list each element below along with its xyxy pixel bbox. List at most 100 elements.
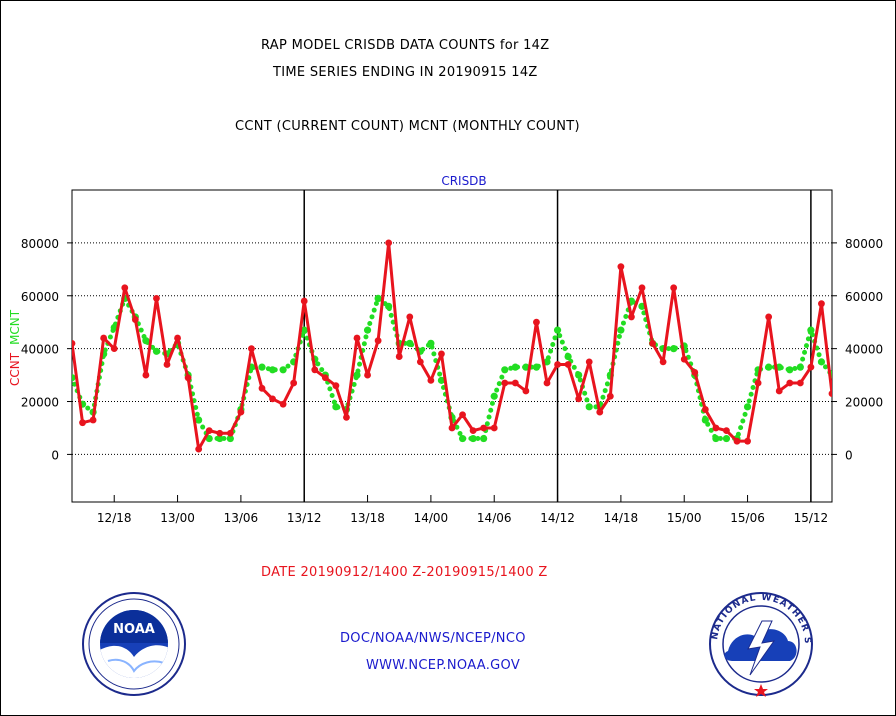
mcnt-point bbox=[701, 416, 709, 424]
chart-title-line1: RAP MODEL CRISDB DATA COUNTS for 14Z bbox=[261, 38, 550, 53]
x-tick-label: 13/00 bbox=[160, 511, 195, 525]
ccnt-point bbox=[110, 345, 118, 353]
ccnt-point bbox=[469, 427, 477, 435]
mcnt-point bbox=[216, 434, 224, 443]
ccnt-point bbox=[490, 424, 498, 432]
ccnt-point bbox=[290, 379, 298, 387]
chart-series-title: CRISDB bbox=[441, 174, 486, 188]
mcnt-point bbox=[72, 374, 76, 382]
chart-subtitle: CCNT (CURRENT COUNT) MCNT (MONTHLY COUNT… bbox=[235, 119, 580, 134]
mcnt-point bbox=[480, 434, 488, 443]
ccnt-point bbox=[72, 339, 76, 347]
ccnt-point bbox=[311, 366, 319, 374]
mcnt-point bbox=[427, 339, 435, 347]
y-axis-label: CCNT MCNT bbox=[8, 309, 22, 386]
website-link[interactable]: WWW.NCEP.NOAA.GOV bbox=[366, 658, 521, 673]
mcnt-point bbox=[501, 366, 509, 374]
mcnt-point bbox=[406, 339, 414, 347]
x-tick-label: 14/00 bbox=[414, 511, 449, 525]
ccnt-point bbox=[511, 379, 519, 387]
mcnt-point bbox=[722, 434, 731, 443]
y-tick-label-right: 60000 bbox=[845, 290, 883, 304]
ccnt-point bbox=[691, 369, 699, 376]
ccnt-point bbox=[533, 318, 540, 326]
mcnt-point bbox=[268, 366, 277, 374]
ccnt-point bbox=[142, 371, 150, 379]
y-tick-label-left: 0 bbox=[51, 448, 59, 462]
ccnt-point bbox=[554, 361, 561, 368]
ccnt-axis-label: CCNT bbox=[8, 352, 22, 386]
ccnt-point bbox=[606, 392, 614, 400]
chart-title-line2: TIME SERIES ENDING IN 20190915 14Z bbox=[273, 65, 538, 80]
mcnt-point bbox=[765, 363, 773, 371]
mcnt-point bbox=[553, 326, 562, 334]
ccnt-point bbox=[332, 382, 340, 390]
ccnt-point bbox=[374, 337, 382, 345]
ccnt-point bbox=[670, 284, 678, 292]
nws-logo: NATIONAL WEATHER SERVICE bbox=[704, 591, 813, 697]
ccnt-point bbox=[733, 437, 741, 445]
ccnt-point bbox=[596, 408, 604, 416]
mcnt-point bbox=[617, 326, 625, 334]
ccnt-point bbox=[269, 395, 276, 403]
mcnt-point bbox=[374, 294, 382, 303]
ccnt-point bbox=[163, 361, 171, 368]
ccnt-point bbox=[258, 384, 266, 392]
ccnt-point bbox=[438, 350, 445, 358]
ccnt-point bbox=[343, 413, 350, 421]
ccnt-series-line bbox=[72, 241, 832, 451]
y-tick-label-left: 80000 bbox=[21, 237, 59, 251]
mcnt-point bbox=[300, 326, 308, 334]
series bbox=[72, 239, 832, 453]
mcnt-point bbox=[543, 358, 551, 366]
x-tick-label: 14/18 bbox=[604, 511, 639, 525]
ccnt-point bbox=[807, 363, 815, 371]
mcnt-point bbox=[522, 363, 530, 371]
x-tick-label: 14/06 bbox=[477, 511, 512, 525]
ccnt-point bbox=[406, 313, 414, 321]
mcnt-point bbox=[458, 434, 467, 443]
ccnt-point bbox=[680, 355, 688, 363]
ccnt-point bbox=[775, 387, 783, 395]
mcnt-point bbox=[807, 326, 815, 334]
x-tick-label: 12/18 bbox=[97, 511, 132, 525]
ccnt-point bbox=[501, 379, 509, 387]
ccnt-point bbox=[543, 379, 551, 387]
y-tick-label-left: 60000 bbox=[21, 290, 59, 304]
axis-labels: 0 0 20000 20000 40000 40000 60000 60000 80000 800… bbox=[8, 174, 883, 525]
ccnt-point bbox=[796, 379, 804, 387]
mcnt-point bbox=[152, 347, 161, 355]
ccnt-point bbox=[216, 429, 224, 437]
mcnt-point bbox=[258, 363, 266, 371]
mcnt-point bbox=[110, 323, 118, 332]
ccnt-point bbox=[459, 411, 466, 419]
ccnt-point bbox=[701, 406, 709, 413]
ccnt-point bbox=[300, 297, 308, 305]
ccnt-point bbox=[100, 334, 108, 342]
grid-lines bbox=[72, 242, 832, 455]
y-tick-label-right: 20000 bbox=[845, 396, 883, 410]
mcnt-point bbox=[437, 376, 446, 384]
noaa-logo-text: NOAA bbox=[113, 622, 155, 637]
mcnt-point bbox=[385, 302, 393, 310]
mcnt-point bbox=[817, 358, 826, 366]
time-series-plot: 0 0 20000 20000 40000 40000 60000 60000 80000 800… bbox=[8, 174, 883, 525]
ccnt-point bbox=[786, 379, 794, 387]
ccnt-point bbox=[649, 339, 656, 347]
ccnt-point bbox=[385, 239, 393, 247]
x-tick-label: 15/12 bbox=[794, 511, 829, 525]
agency-label: DOC/NOAA/NWS/NCEP/NCO bbox=[340, 631, 526, 646]
ccnt-point bbox=[754, 379, 762, 387]
ccnt-point bbox=[818, 300, 825, 308]
mcnt-point bbox=[712, 434, 720, 443]
ccnt-point bbox=[712, 424, 720, 432]
ccnt-point bbox=[628, 313, 635, 321]
y-tick-label-right: 0 bbox=[845, 448, 853, 462]
mcnt-point bbox=[575, 371, 583, 379]
x-tick-label: 15/00 bbox=[667, 511, 702, 525]
mcnt-point bbox=[564, 352, 572, 361]
ccnt-point bbox=[427, 376, 435, 384]
ccnt-point bbox=[575, 395, 583, 403]
mcnt-point bbox=[511, 363, 519, 371]
mcnt-point bbox=[670, 345, 678, 353]
